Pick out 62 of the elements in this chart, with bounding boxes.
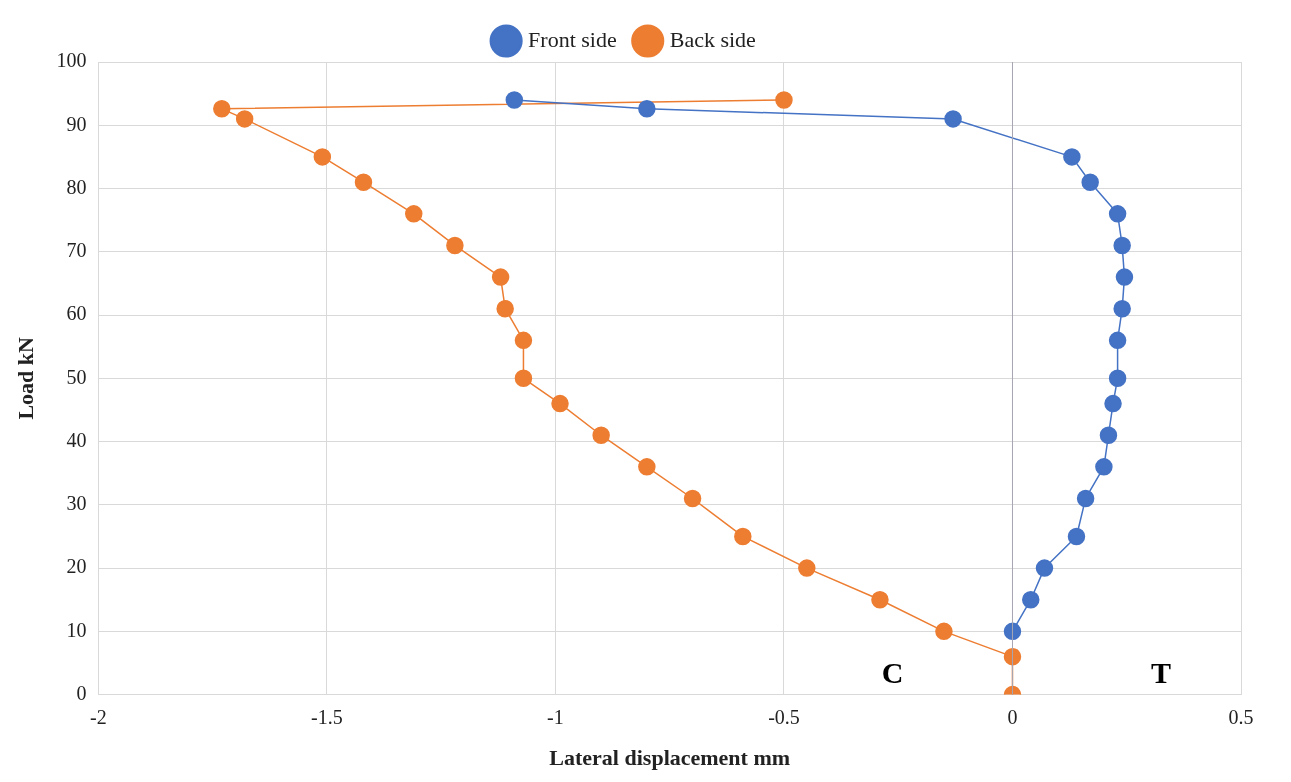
point <box>1035 559 1054 577</box>
x-tick-label: -1.5 <box>311 705 343 728</box>
point <box>446 236 464 255</box>
point <box>734 527 752 546</box>
point <box>1113 236 1131 255</box>
point <box>683 489 702 508</box>
annotation: C <box>881 656 904 690</box>
y-axis-title: Load kN <box>12 336 38 420</box>
legend-label: Front side <box>528 26 617 52</box>
legend-label: Back side <box>669 26 756 52</box>
x-tick-label: 0 <box>1007 705 1018 728</box>
point <box>1095 458 1113 476</box>
point <box>935 622 953 641</box>
point <box>1063 148 1081 166</box>
y-tick-label: 80 <box>66 175 87 198</box>
point <box>798 559 816 577</box>
point <box>551 394 569 413</box>
point <box>1108 369 1127 388</box>
point <box>496 299 514 318</box>
point <box>313 148 332 166</box>
point <box>944 110 962 128</box>
point <box>638 100 656 118</box>
x-tick-label: -1 <box>547 705 564 728</box>
point <box>1076 489 1095 508</box>
point <box>638 458 656 476</box>
point <box>1022 590 1040 609</box>
y-tick-label: 90 <box>66 112 87 135</box>
point <box>505 91 524 109</box>
point <box>1067 527 1086 546</box>
x-tick-label: 0.5 <box>1228 705 1254 728</box>
point <box>354 173 373 191</box>
point <box>405 205 423 223</box>
x-axis-title: Lateral displacement mm <box>549 745 791 771</box>
point <box>1003 647 1022 666</box>
y-tick-label: 20 <box>66 555 87 578</box>
point <box>1099 426 1118 444</box>
y-tick-label: 60 <box>66 302 87 325</box>
point <box>213 100 231 118</box>
point <box>1104 394 1122 413</box>
x-tick-label: -2 <box>90 705 107 728</box>
point <box>1113 299 1131 318</box>
point <box>592 426 610 444</box>
point <box>1081 173 1099 191</box>
y-tick-label: 10 <box>66 618 87 641</box>
y-tick-label: 50 <box>66 365 87 388</box>
y-tick-label: 0 <box>76 681 87 704</box>
point <box>775 91 793 109</box>
y-tick-label: 100 <box>56 49 87 72</box>
y-tick-label: 40 <box>66 428 87 451</box>
point <box>514 369 533 388</box>
y-tick-label: 30 <box>66 492 87 515</box>
y-tick-label: 70 <box>66 239 87 262</box>
x-tick-label: -0.5 <box>768 705 800 728</box>
point <box>1108 205 1127 223</box>
point <box>1108 331 1127 350</box>
annotation: T <box>1151 656 1172 690</box>
point <box>491 268 510 286</box>
point <box>235 110 254 128</box>
point <box>871 590 889 609</box>
point <box>514 331 533 350</box>
point <box>1115 268 1134 286</box>
point <box>1003 622 1022 641</box>
